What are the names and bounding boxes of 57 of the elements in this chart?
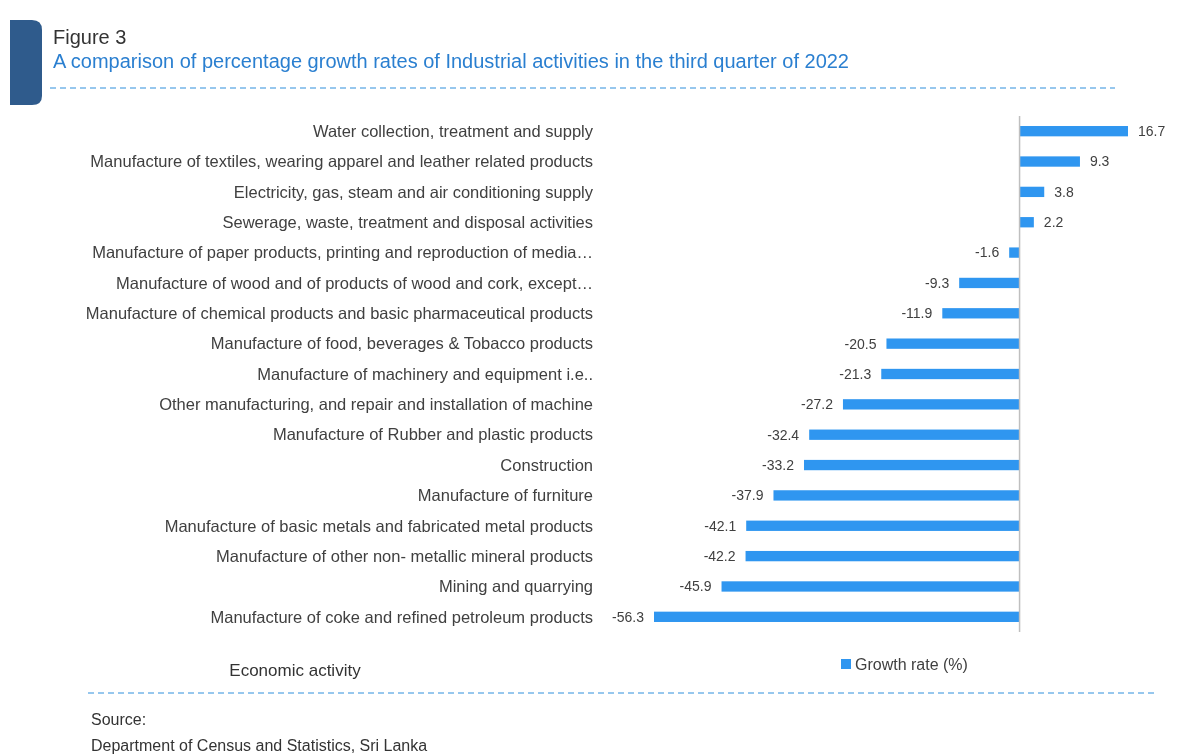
y-tick-label: Other manufacturing, and repair and installation of machine — [159, 395, 593, 414]
bar — [942, 308, 1020, 319]
y-tick-label: Construction — [500, 455, 593, 474]
data-label: 16.7 — [1138, 123, 1166, 140]
text: Figure 3 — [53, 26, 127, 48]
data-label: -32.4 — [767, 426, 800, 443]
data-label: -21.3 — [839, 365, 872, 382]
y-tick-label: Manufacture of chemical products and basic pharmaceutical products — [85, 304, 593, 323]
data-label: -11.9 — [901, 305, 933, 322]
data-label: -42.1 — [704, 517, 737, 534]
bar — [1009, 247, 1020, 258]
bar — [721, 581, 1020, 592]
data-label: -45.9 — [679, 578, 712, 595]
y-tick-label: Manufacture of basic metals and fabricated metal products — [164, 516, 593, 535]
bar — [886, 338, 1020, 349]
bar — [746, 520, 1020, 531]
bar — [1019, 186, 1045, 198]
data-label: 3.8 — [1054, 183, 1074, 200]
data-label: 2.2 — [1043, 214, 1064, 231]
y-tick-label: Manufacture of machinery and equipment i.e.. — [257, 364, 593, 383]
y-tick-label: Water collection, treatment and supply — [312, 121, 594, 140]
data-label: -33.2 — [762, 456, 795, 473]
legend-label: Growth rate (%) — [855, 655, 968, 673]
y-tick-label: Mining and quarrying — [438, 577, 593, 596]
bar — [1019, 126, 1128, 137]
bar — [745, 550, 1020, 562]
data-label: -42.2 — [703, 548, 736, 565]
bar — [809, 429, 1020, 440]
data-label: -37.9 — [731, 487, 764, 504]
y-tick-label: Manufacture of furniture — [417, 486, 593, 505]
y-tick-label: Manufacture of wood and of products of wood and cork, except… — [116, 273, 593, 292]
y-tick-label: Manufacture of other non- metallic mineral products — [216, 546, 593, 565]
text: Department of Census and Statistics, Sri Lanka — [91, 737, 428, 754]
bar — [773, 490, 1020, 501]
data-label: 9.3 — [1089, 153, 1110, 170]
data-label: -27.2 — [801, 396, 834, 413]
bar — [881, 368, 1020, 380]
bar — [1019, 217, 1034, 228]
y-tick-label: Manufacture of textiles, wearing apparel and leather related products — [90, 152, 593, 171]
y-tick-label: Sewerage, waste, treatment and disposal activities — [222, 213, 593, 232]
text: A comparison of percentage growth rates of Industrial activities in the third quarter of 2022 — [53, 50, 849, 72]
source-note: Source: — [91, 711, 147, 728]
bar — [959, 277, 1020, 289]
data-label: -20.5 — [844, 335, 877, 352]
bar — [1019, 156, 1080, 167]
bar — [842, 399, 1020, 410]
data-label: -9.3 — [925, 274, 950, 291]
bar — [803, 459, 1020, 471]
data-label: -1.6 — [975, 244, 1000, 261]
y-tick-label: Manufacture of Rubber and plastic products — [272, 425, 593, 444]
y-tick-label: Electricity, gas, steam and air conditioning supply — [233, 182, 594, 201]
y-tick-label: Manufacture of paper products, printing and reproduction of media… — [92, 243, 593, 262]
y-tick-label: Manufacture of coke and refined petroleum products — [210, 607, 593, 626]
data-label: -56.3 — [612, 608, 645, 625]
y-tick-label: Manufacture of food, beverages & Tobacco products — [210, 334, 593, 353]
y-axis-title: Economic activity — [229, 661, 362, 680]
bar — [654, 611, 1020, 622]
